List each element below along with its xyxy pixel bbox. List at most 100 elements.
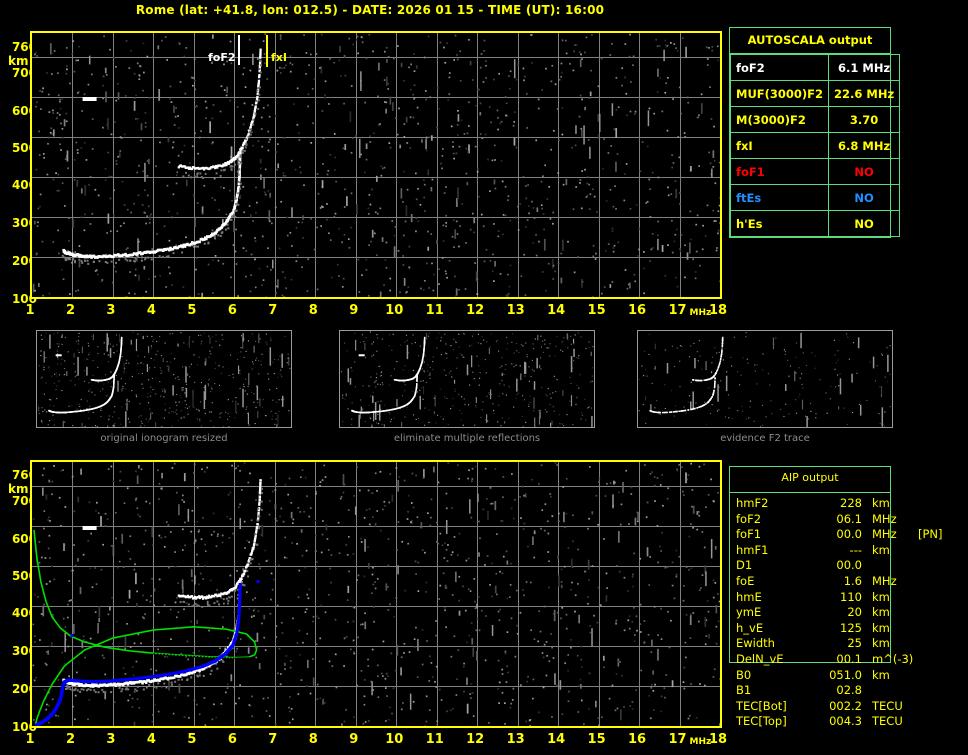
x-axis-unit: MHz xyxy=(689,308,712,318)
gridline-horizontal xyxy=(32,566,720,567)
aip-row-ewidth: Ewidth 25 km xyxy=(736,636,966,652)
x-axis-tick-11: 11 xyxy=(425,303,444,318)
aip-param-name: D1 xyxy=(736,558,753,573)
aip-rows: hmF2 228 km foF2 06.1 MHz foF1 00.0 MHz [PN] hmF1 -… xyxy=(736,496,966,730)
x-axis-tick-8: 8 xyxy=(308,303,318,318)
autoscala-key-ftes: ftEs xyxy=(729,184,830,211)
gridline-vertical xyxy=(558,33,559,297)
bottom-ionogram-traces xyxy=(32,462,720,726)
x-axis-tick-1: 1 xyxy=(25,732,35,747)
gridline-horizontal xyxy=(32,257,720,258)
autoscala-output-panel: AUTOSCALA output foF2 6.1 MHz MUF(3000)F2 2… xyxy=(729,27,901,238)
x-axis-tick-2: 2 xyxy=(65,303,75,318)
fof2-marker-label: foF2 xyxy=(208,51,236,64)
aip-param-unit: km xyxy=(872,667,890,682)
aip-param-name: DelN_vE xyxy=(736,651,784,666)
fof2-marker-line xyxy=(238,35,240,65)
aip-row-fof1: foF1 00.0 MHz [PN] xyxy=(736,527,966,543)
aip-param-unit: km xyxy=(872,605,890,620)
aip-header: AIP output xyxy=(781,471,839,484)
thumbnail-original-ionogram[interactable] xyxy=(36,330,292,428)
aip-param-value: 25 xyxy=(847,636,862,651)
thumbnail-evidence-f2-trace[interactable] xyxy=(637,330,893,428)
gridline-horizontal xyxy=(32,646,720,647)
aip-param-value: 002.2 xyxy=(829,698,862,713)
bottom-ionogram-plot[interactable] xyxy=(30,460,722,728)
x-axis-tick-8: 8 xyxy=(308,732,318,747)
gridline-horizontal xyxy=(32,97,720,98)
aip-param-name: ymE xyxy=(736,605,762,620)
aip-param-unit: MHz xyxy=(872,573,897,588)
aip-param-value: 228 xyxy=(840,496,862,510)
aip-param-unit: MHz xyxy=(872,511,897,526)
autoscala-value-ftes: NO xyxy=(828,184,901,211)
gridline-vertical xyxy=(599,33,600,297)
aip-param-value: 02.8 xyxy=(836,683,862,698)
autoscala-key-muf3000f2: MUF(3000)F2 xyxy=(729,80,830,107)
gridline-horizontal xyxy=(32,217,720,218)
fxi-marker-label: fxI xyxy=(271,51,287,64)
thumbnail-f2-canvas xyxy=(638,331,892,427)
aip-param-name: B0 xyxy=(736,667,752,682)
x-axis-tick-5: 5 xyxy=(187,732,197,747)
x-axis-tick-7: 7 xyxy=(268,303,278,318)
autoscala-value-fxi: 6.8 MHz xyxy=(828,132,901,159)
x-axis-tick-4: 4 xyxy=(146,732,156,747)
autoscala-value-fof1: NO xyxy=(828,158,901,185)
autoscala-key-hes: h'Es xyxy=(729,210,830,237)
aip-param-value: 00.1 xyxy=(836,651,862,666)
aip-param-name: TEC[Top] xyxy=(736,714,787,729)
gridline-vertical xyxy=(275,462,276,726)
aip-param-value: 110 xyxy=(840,589,862,604)
thumbnail-eliminate-reflections[interactable] xyxy=(339,330,595,428)
aip-param-value: 00.0 xyxy=(836,527,862,542)
aip-param-value: 125 xyxy=(840,620,862,635)
x-axis-tick-7: 7 xyxy=(268,732,278,747)
thumbnail-caption-0: original ionogram resized xyxy=(100,433,228,444)
aip-param-unit: km xyxy=(872,542,890,557)
aip-row-tecbot: TEC[Bot] 002.2 TECU xyxy=(736,699,966,715)
top-ionogram-plot[interactable]: foF2 fxI xyxy=(30,31,722,299)
fxi-marker-line xyxy=(266,35,268,67)
gridline-vertical xyxy=(153,33,154,297)
autoscala-value-m3000f2: 3.70 xyxy=(828,106,901,133)
gridline-vertical xyxy=(477,462,478,726)
aip-row-d1: D1 00.0 xyxy=(736,558,966,574)
aip-row-b1: B1 02.8 xyxy=(736,683,966,699)
gridline-vertical xyxy=(72,462,73,726)
x-axis-tick-14: 14 xyxy=(547,732,566,747)
x-axis-tick-17: 17 xyxy=(668,732,687,747)
gridline-vertical xyxy=(72,33,73,297)
gridline-vertical xyxy=(518,33,519,297)
aip-row-yme: ymE 20 km xyxy=(736,605,966,621)
top-ionogram-panel[interactable]: 760 km 700 600 500 400 300 200 100 foF2 … xyxy=(0,20,740,318)
autoscala-key-fxi: fxI xyxy=(729,132,830,159)
x-axis-tick-18: 18 xyxy=(708,732,728,747)
aip-param-unit: km xyxy=(872,589,890,604)
x-axis-tick-13: 13 xyxy=(506,303,525,318)
gridline-vertical xyxy=(639,33,640,297)
autoscala-row: ftEs NO xyxy=(729,184,901,211)
x-axis-tick-10: 10 xyxy=(385,732,404,747)
x-axis-tick-16: 16 xyxy=(628,732,647,747)
gridline-vertical xyxy=(113,462,114,726)
x-axis-tick-12: 12 xyxy=(466,303,485,318)
autoscala-key-m3000f2: M(3000)F2 xyxy=(729,106,830,133)
aip-row-hve: h_vE 125 km xyxy=(736,621,966,637)
x-axis-tick-18: 18 xyxy=(708,303,728,318)
aip-param-name: foF1 xyxy=(736,527,762,542)
aip-param-unit: km xyxy=(872,496,890,510)
aip-row-hmf2: hmF2 228 km xyxy=(736,496,966,512)
gridline-horizontal xyxy=(32,137,720,138)
autoscala-value-fof2: 6.1 MHz xyxy=(828,54,901,81)
page-title: Rome (lat: +41.8, lon: 012.5) - DATE: 20… xyxy=(135,3,605,17)
gridline-vertical xyxy=(437,33,438,297)
autoscala-value-muf3000f2: 22.6 MHz xyxy=(828,80,901,107)
aip-param-name: Ewidth xyxy=(736,636,775,651)
x-axis-tick-15: 15 xyxy=(587,732,606,747)
aip-row-delnve: DelN_vE 00.1 m^(-3) xyxy=(736,652,966,668)
aip-param-unit: km xyxy=(872,620,890,635)
gridline-vertical xyxy=(437,462,438,726)
aip-param-value: 004.3 xyxy=(829,714,862,729)
